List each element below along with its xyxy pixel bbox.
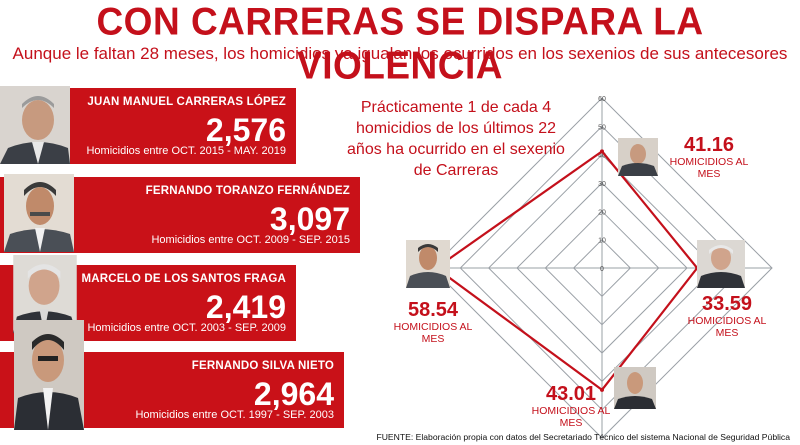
- thumb-silva: [614, 367, 656, 409]
- governor-name: JUAN MANUEL CARRERAS LÓPEZ: [87, 96, 286, 108]
- thumb-carreras: [618, 138, 658, 176]
- governor-name: MARCELO DE LOS SANTOS FRAGA: [81, 273, 286, 285]
- value-unit: HOMICIDIOS AL MES: [393, 321, 473, 345]
- homicide-count: 2,419: [205, 289, 286, 325]
- value-number: 43.01: [545, 383, 597, 405]
- governor-name: FERNANDO TORANZO FERNÁNDEZ: [145, 185, 350, 197]
- chart-note: Prácticamente 1 de cada 4 homicidios de …: [347, 99, 565, 179]
- value-number: 33.59: [701, 293, 753, 315]
- radar-tick-label: 20: [598, 209, 606, 216]
- portrait-silva: [14, 320, 84, 430]
- page-title: CON CARRERAS SE DISPARA LA VIOLENCIA: [96, 0, 704, 88]
- homicide-count: 2,576: [205, 112, 286, 148]
- radar-point: [600, 149, 604, 154]
- radar-tick-label: 50: [598, 124, 606, 131]
- homicide-count: 3,097: [269, 201, 350, 237]
- source-note: FUENTE: Elaboración propia con datos del…: [376, 432, 790, 442]
- radar-tick-label: 60: [598, 96, 606, 103]
- value-unit: HOMICIDIOS AL MES: [669, 156, 749, 180]
- value-number: 41.16: [683, 134, 735, 156]
- value-label-right: 33.59 HOMICIDIOS AL MES: [682, 293, 772, 339]
- radar-tick-label: 30: [598, 181, 606, 188]
- value-unit: HOMICIDIOS AL MES: [531, 405, 611, 429]
- radar-tick-label: 40: [598, 153, 606, 160]
- value-label-top: 41.16 HOMICIDIOS AL MES: [664, 134, 754, 180]
- value-number: 58.54: [407, 299, 459, 321]
- homicide-count: 2,964: [253, 376, 334, 412]
- homicide-period: Homicidios entre OCT. 1997 - SEP. 2003: [135, 409, 334, 421]
- thumb-toranzo: [406, 240, 450, 288]
- value-unit: HOMICIDIOS AL MES: [687, 315, 767, 339]
- thumb-santos: [697, 240, 745, 288]
- governor-name: FERNANDO SILVA NIETO: [191, 360, 334, 372]
- radar-tick-label: 0: [600, 266, 604, 273]
- value-label-left: 58.54 HOMICIDIOS AL MES: [388, 299, 478, 345]
- homicide-period: Homicidios entre OCT. 2009 - SEP. 2015: [151, 234, 350, 246]
- portrait-toranzo: [4, 174, 74, 252]
- radar-point: [600, 387, 604, 392]
- page-subtitle: Aunque le faltan 28 meses, los homicidio…: [12, 44, 788, 63]
- radar-tick-label: 10: [598, 238, 606, 245]
- homicide-period: Homicidios entre OCT. 2015 - MAY. 2019: [86, 145, 286, 157]
- homicide-period: Homicidios entre OCT. 2003 - SEP. 2009: [87, 322, 286, 334]
- portrait-carreras: [0, 86, 70, 164]
- value-label-bottom: 43.01 HOMICIDIOS AL MES: [526, 383, 616, 429]
